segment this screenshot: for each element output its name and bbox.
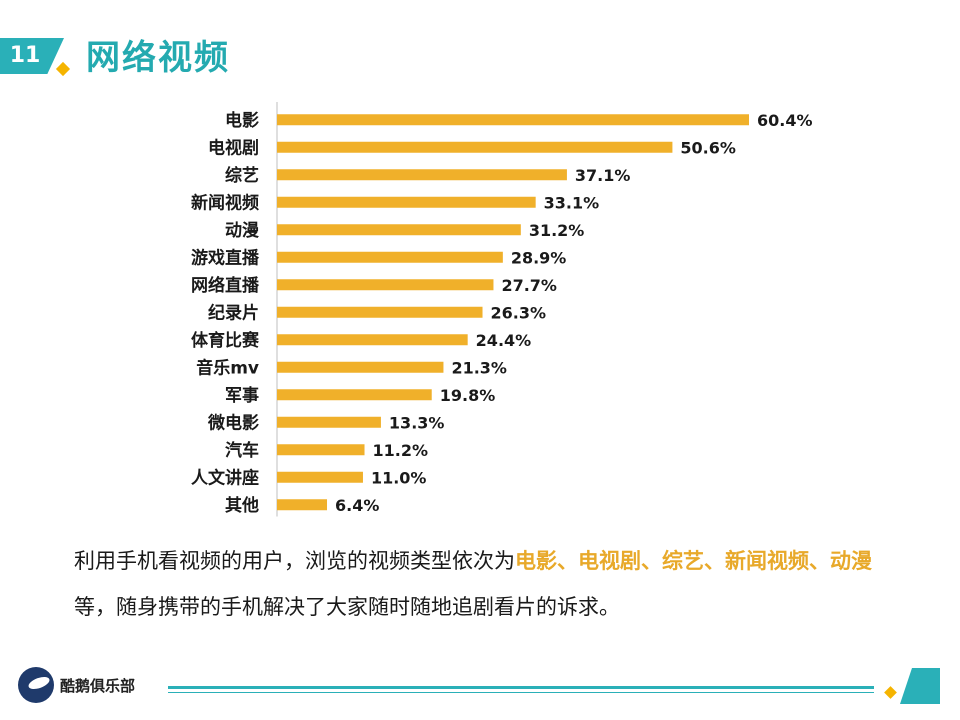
summary-text-1: 利用手机看视频的用户，浏览的视频类型依次为 — [74, 549, 515, 573]
category-label: 电视剧 — [208, 137, 259, 158]
value-label: 31.2% — [529, 221, 585, 240]
bar-4 — [277, 224, 521, 236]
category-label: 汽车 — [225, 440, 259, 461]
bar-11 — [277, 416, 381, 428]
slide-number: 11 — [9, 43, 41, 68]
bar-9 — [277, 361, 444, 373]
value-label: 11.2% — [373, 441, 429, 460]
bar-8 — [277, 334, 468, 346]
bar-3 — [277, 196, 536, 208]
brand-name: 酷鹅俱乐部 — [60, 677, 136, 695]
value-label: 37.1% — [575, 166, 631, 185]
value-label: 13.3% — [389, 413, 445, 432]
category-label: 游戏直播 — [191, 247, 260, 268]
bar-12 — [277, 444, 365, 456]
value-label: 21.3% — [451, 358, 507, 377]
bar-13 — [277, 471, 363, 483]
category-label: 综艺 — [225, 165, 259, 186]
category-label: 人文讲座 — [191, 467, 259, 488]
value-label: 28.9% — [511, 248, 567, 267]
category-label: 体育比赛 — [191, 330, 260, 351]
bar-5 — [277, 251, 503, 263]
summary-paragraph: 利用手机看视频的用户，浏览的视频类型依次为电影、电视剧、综艺、新闻视频、动漫等，… — [74, 538, 904, 630]
bar-0 — [277, 114, 749, 126]
value-label: 6.4% — [335, 496, 379, 515]
bar-6 — [277, 279, 494, 291]
category-label: 纪录片 — [208, 302, 259, 323]
category-label: 其他 — [225, 495, 259, 516]
bar-7 — [277, 306, 483, 318]
summary-text-2: 等，随身携带的手机解决了大家随时随地追剧看片的诉求。 — [74, 595, 620, 619]
footer-divider-thin — [168, 692, 874, 693]
value-label: 60.4% — [757, 111, 813, 130]
category-label: 新闻视频 — [191, 192, 259, 213]
value-label: 26.3% — [491, 303, 547, 322]
value-label: 27.7% — [501, 276, 557, 295]
category-label: 军事 — [225, 386, 259, 406]
bar-10 — [277, 389, 432, 401]
value-label: 19.8% — [440, 386, 496, 405]
category-label: 电影 — [225, 110, 259, 131]
page-title: 网络视频 — [86, 38, 230, 78]
category-label: 动漫 — [225, 220, 260, 241]
value-label: 33.1% — [544, 193, 600, 212]
category-label: 音乐mv — [196, 357, 259, 378]
category-label: 微电影 — [207, 412, 259, 433]
summary-highlight: 电影、电视剧、综艺、新闻视频、动漫 — [515, 549, 872, 573]
value-label: 50.6% — [680, 138, 736, 157]
footer-divider — [168, 686, 874, 689]
bar-14 — [277, 499, 328, 511]
bar-2 — [277, 169, 567, 181]
bar-1 — [277, 141, 673, 153]
value-label: 11.0% — [371, 468, 427, 487]
category-label: 网络直播 — [191, 275, 260, 296]
value-label: 24.4% — [476, 331, 532, 350]
